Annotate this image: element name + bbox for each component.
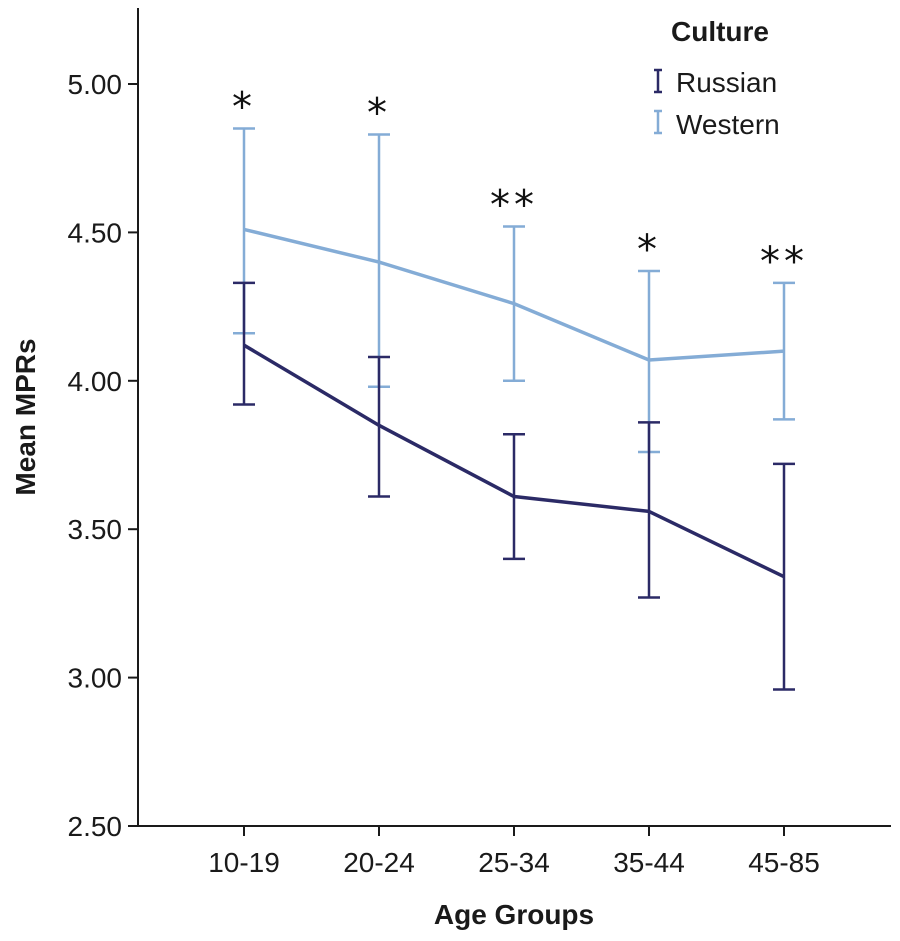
x-tick-label: 20-24 [343, 847, 415, 878]
y-ticks: 2.50 3.00 3.50 4.00 4.50 5.00 [68, 69, 138, 842]
y-tick-label: 3.00 [68, 663, 123, 694]
x-tick-label: 35-44 [613, 847, 685, 878]
x-axis-title: Age Groups [434, 899, 594, 930]
significance-marker: * [232, 85, 256, 131]
significance-marker: * [637, 227, 661, 273]
significance-marker: * [367, 90, 391, 136]
y-tick-label: 5.00 [68, 69, 123, 100]
legend: Culture Russian Western [654, 16, 780, 140]
significance-marker: ** [490, 182, 538, 228]
series-layer [233, 127, 795, 691]
annotation-layer: * **** ** [232, 85, 808, 285]
legend-title: Culture [671, 16, 769, 47]
y-tick-label: 4.50 [68, 217, 123, 248]
x-tick-label: 10-19 [208, 847, 280, 878]
legend-item-russian: Russian [654, 67, 777, 98]
series-russian [233, 281, 795, 691]
series-western [233, 127, 795, 454]
y-tick-label: 4.00 [68, 366, 123, 397]
legend-errorbar-western-icon [654, 109, 662, 135]
x-ticks: 10-19 20-24 25-34 35-44 45-85 [208, 826, 820, 878]
legend-item-western: Western [654, 109, 780, 140]
y-tick-label: 3.50 [68, 514, 123, 545]
legend-label-western: Western [676, 109, 780, 140]
legend-label-russian: Russian [676, 67, 777, 98]
legend-errorbar-russian-icon [654, 68, 662, 94]
x-tick-label: 25-34 [478, 847, 550, 878]
y-axis-title: Mean MPRs [10, 338, 41, 495]
significance-marker: ** [760, 239, 808, 285]
y-tick-label: 2.50 [68, 811, 123, 842]
x-tick-label: 45-85 [748, 847, 820, 878]
